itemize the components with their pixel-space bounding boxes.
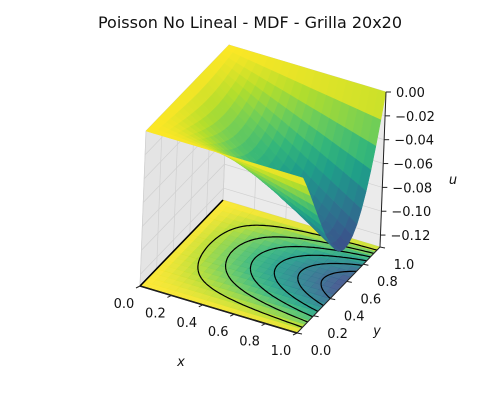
y-tick-label: 1.0: [394, 258, 415, 273]
surface-face: [294, 175, 308, 187]
z-tick-label: 0.00: [396, 86, 425, 101]
y-tick-mark: [363, 263, 369, 266]
gridline-y-wall: [156, 113, 163, 269]
x-tick-mark: [229, 313, 235, 317]
x-axis-line: [139, 285, 298, 334]
contour-floor: [139, 199, 381, 334]
y-axis-line: [296, 246, 381, 334]
z-tick-label: −0.08: [392, 181, 432, 196]
y-tick-label: 0.4: [344, 310, 365, 325]
chart-title: Poisson No Lineal - MDF - Grilla 20x20: [98, 13, 402, 32]
x-tick-mark: [135, 285, 141, 289]
x-tick-mark: [167, 294, 172, 298]
x-tick-label: 0.6: [208, 325, 229, 340]
gridline-y-wall: [139, 130, 147, 287]
contour-line: [273, 254, 367, 312]
y-tick-mark: [346, 280, 352, 283]
z-tick-label: −0.10: [391, 205, 431, 220]
y-tick-label: 0.0: [311, 344, 332, 359]
y-tick-mark: [379, 246, 386, 249]
contour-line: [297, 262, 363, 307]
z-tick-label: −0.02: [395, 110, 435, 125]
x-tick-label: 0.0: [114, 297, 135, 312]
x-tick-mark: [292, 332, 298, 336]
axis-lines: [139, 91, 387, 334]
y-tick-label: 0.2: [327, 327, 348, 342]
tick-labels: 0.0 0.2 0.4 0.6 0.8 1.0 0.0 0.2 0.4 0.6 0.8 1.0 0.00…: [114, 86, 435, 359]
contour-line: [320, 270, 357, 299]
x-tick-label: 0.8: [239, 335, 260, 350]
x-axis-label: x: [176, 355, 185, 370]
x-tick-label: 0.4: [176, 316, 197, 331]
surface-plot: [145, 44, 387, 252]
y-axis-label: y: [372, 324, 381, 339]
y-tick-mark: [296, 332, 303, 335]
z-axis-label: u: [449, 173, 457, 188]
z-tick-label: −0.12: [391, 229, 431, 244]
z-axis-line: [379, 91, 387, 248]
y-tick-mark: [330, 298, 336, 301]
x-tick-label: 1.0: [271, 344, 292, 359]
y-tick-label: 0.8: [377, 275, 398, 290]
z-tick-label: −0.06: [393, 158, 433, 173]
contour-boundary: [139, 199, 224, 287]
x-tick-label: 0.2: [145, 306, 166, 321]
x-tick-mark: [198, 304, 204, 308]
x-tick-mark: [261, 323, 266, 327]
y-tick-mark: [313, 315, 319, 318]
z-tick-label: −0.04: [394, 134, 434, 149]
y-tick-label: 0.6: [360, 292, 381, 307]
